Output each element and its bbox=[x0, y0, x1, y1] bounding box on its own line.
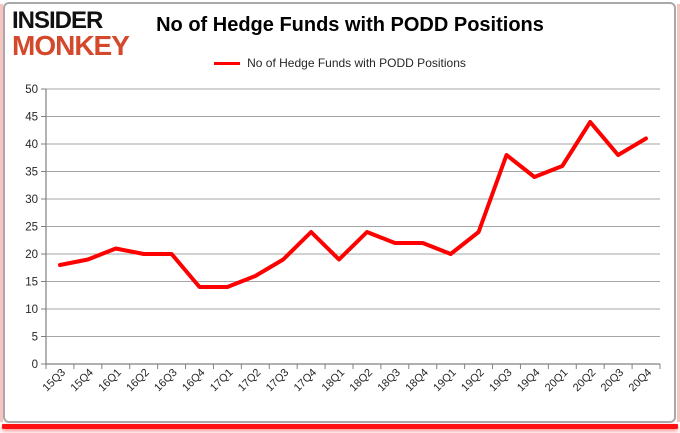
y-axis-tick-label: 50 bbox=[25, 84, 38, 96]
y-axis-tick-label: 5 bbox=[32, 332, 38, 344]
x-axis-tick-label: 17Q4 bbox=[292, 367, 320, 395]
y-axis-tick-label: 25 bbox=[25, 222, 38, 234]
frame-red-bar bbox=[2, 424, 678, 429]
y-axis-tick-label: 0 bbox=[32, 359, 38, 371]
x-axis-tick-label: 16Q1 bbox=[96, 367, 124, 395]
x-axis-tick-label: 15Q4 bbox=[68, 367, 96, 395]
y-axis-tick-label: 35 bbox=[25, 167, 38, 179]
x-axis-tick-label: 18Q4 bbox=[403, 367, 431, 395]
x-axis-tick-label: 20Q2 bbox=[571, 367, 599, 395]
x-axis-tick-label: 19Q3 bbox=[487, 367, 515, 395]
insider-monkey-logo: INSIDER MONKEY bbox=[12, 7, 130, 62]
y-axis-tick-label: 10 bbox=[25, 304, 38, 316]
y-axis-tick-label: 45 bbox=[25, 112, 38, 124]
x-axis-tick-label: 17Q3 bbox=[264, 367, 292, 395]
x-axis-tick-label: 20Q3 bbox=[599, 367, 627, 395]
x-axis-tick-label: 16Q2 bbox=[124, 367, 152, 395]
frame-pink-right bbox=[677, 4, 680, 422]
x-axis-tick-label: 20Q1 bbox=[543, 367, 571, 395]
page-title: No of Hedge Funds with PODD Positions bbox=[156, 14, 544, 36]
logo-monkey-text: MONKEY bbox=[12, 30, 130, 62]
x-axis-tick-label: 18Q3 bbox=[375, 367, 403, 395]
x-axis-tick-label: 16Q4 bbox=[180, 367, 208, 395]
legend-line-swatch bbox=[214, 61, 241, 65]
x-axis-tick-label: 17Q2 bbox=[236, 367, 264, 395]
y-axis-tick-label: 30 bbox=[25, 194, 38, 206]
series-line bbox=[58, 120, 648, 289]
logo-insider-text: INSIDER bbox=[12, 7, 103, 34]
x-axis-tick-label: 18Q2 bbox=[348, 367, 376, 395]
x-axis-tick-label: 19Q1 bbox=[431, 367, 459, 395]
x-axis-tick-label: 15Q3 bbox=[41, 367, 69, 395]
x-axis-tick-label: 17Q1 bbox=[208, 367, 236, 395]
y-axis-tick-label: 15 bbox=[25, 277, 38, 289]
frame-pink-left bbox=[0, 4, 3, 422]
chart-legend: No of Hedge Funds with PODD Positions bbox=[0, 56, 680, 70]
x-axis-tick-label: 19Q2 bbox=[459, 367, 487, 395]
legend-label: No of Hedge Funds with PODD Positions bbox=[247, 56, 466, 70]
y-axis-tick-label: 40 bbox=[25, 139, 38, 151]
y-axis-tick-label: 20 bbox=[25, 249, 38, 261]
x-axis-tick-label: 19Q4 bbox=[515, 367, 543, 395]
x-axis-tick-label: 20Q4 bbox=[627, 367, 655, 395]
x-axis-tick-label: 16Q3 bbox=[152, 367, 180, 395]
x-axis-tick-label: 18Q1 bbox=[320, 367, 348, 395]
